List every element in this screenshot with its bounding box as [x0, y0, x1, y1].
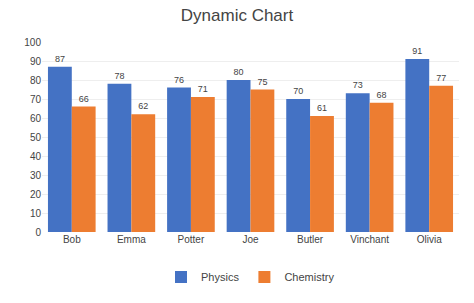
svg-text:91: 91	[412, 46, 422, 56]
svg-text:Vinchant: Vinchant	[350, 234, 389, 245]
svg-text:77: 77	[436, 73, 446, 83]
svg-text:20: 20	[30, 189, 42, 200]
svg-text:76: 76	[174, 75, 184, 85]
svg-text:66: 66	[79, 94, 89, 104]
svg-text:80: 80	[234, 67, 244, 77]
svg-text:80: 80	[30, 75, 42, 86]
svg-text:40: 40	[30, 151, 42, 162]
svg-text:Dynamic Chart: Dynamic Chart	[181, 6, 294, 25]
svg-text:50: 50	[30, 132, 42, 143]
svg-text:71: 71	[198, 84, 208, 94]
svg-text:62: 62	[138, 101, 148, 111]
svg-text:60: 60	[30, 113, 42, 124]
svg-text:0: 0	[35, 227, 41, 238]
svg-text:30: 30	[30, 170, 42, 181]
svg-text:73: 73	[353, 80, 363, 90]
svg-text:100: 100	[24, 37, 41, 48]
svg-text:78: 78	[114, 71, 124, 81]
svg-text:10: 10	[30, 208, 42, 219]
svg-text:Emma: Emma	[117, 234, 146, 245]
svg-text:87: 87	[55, 54, 65, 64]
svg-text:Chemistry: Chemistry	[284, 271, 334, 283]
svg-text:Potter: Potter	[178, 234, 205, 245]
svg-text:Butler: Butler	[297, 234, 324, 245]
svg-text:Joe: Joe	[242, 234, 259, 245]
svg-text:75: 75	[257, 77, 267, 87]
svg-text:90: 90	[30, 56, 42, 67]
svg-text:70: 70	[30, 94, 42, 105]
svg-text:Olivia: Olivia	[417, 234, 442, 245]
svg-text:Physics: Physics	[201, 271, 239, 283]
svg-text:61: 61	[317, 103, 327, 113]
svg-text:68: 68	[377, 90, 387, 100]
svg-text:70: 70	[293, 86, 303, 96]
svg-text:Bob: Bob	[63, 234, 81, 245]
